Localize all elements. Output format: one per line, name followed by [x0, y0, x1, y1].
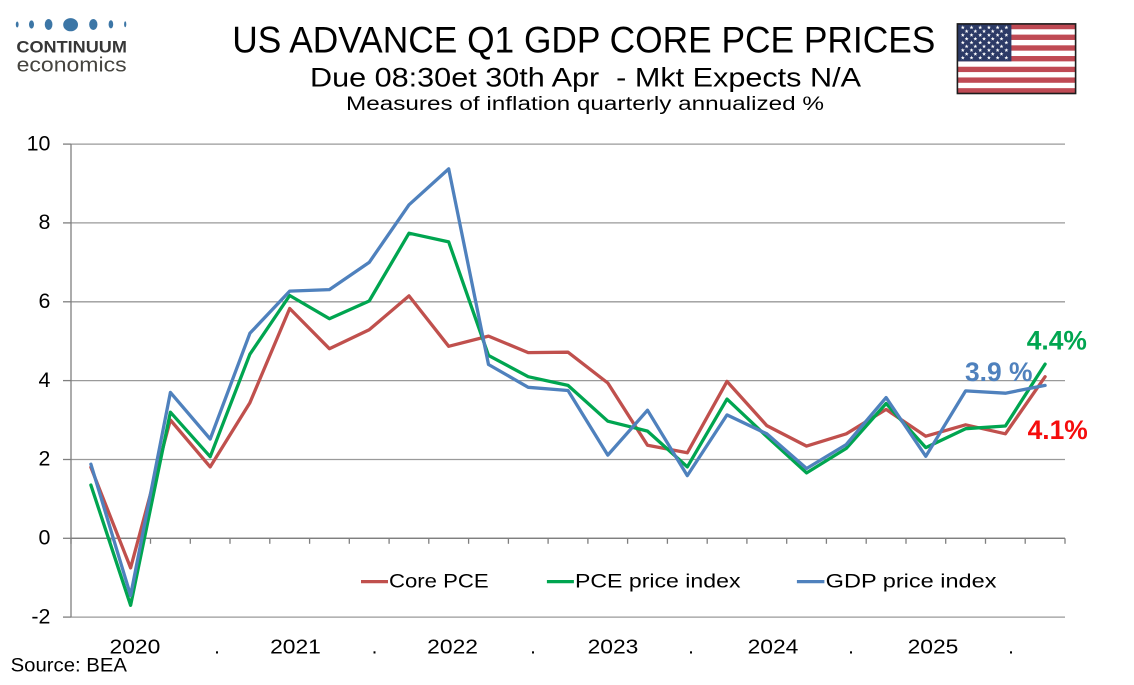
svg-text:8: 8 — [38, 210, 50, 234]
svg-text:2023: 2023 — [588, 635, 639, 658]
svg-text:4.4%: 4.4% — [1027, 326, 1087, 356]
svg-text:US ADVANCE Q1 GDP CORE PCE PRI: US ADVANCE Q1 GDP CORE PCE PRICES — [232, 20, 935, 61]
svg-text:economics: economics — [17, 54, 127, 77]
svg-text:3.9 %: 3.9 % — [965, 357, 1032, 387]
svg-text:2024: 2024 — [748, 635, 799, 658]
svg-text:2020: 2020 — [110, 635, 161, 658]
svg-text:PCE price index: PCE price index — [575, 570, 741, 592]
svg-text:.: . — [848, 635, 854, 658]
svg-text:.: . — [688, 635, 694, 658]
svg-text:10: 10 — [27, 131, 51, 155]
svg-text:GDP price index: GDP price index — [826, 570, 997, 592]
svg-text:6: 6 — [38, 289, 50, 313]
svg-text:4.1%: 4.1% — [1028, 415, 1088, 445]
svg-text:CONTINUUM: CONTINUUM — [16, 37, 126, 56]
svg-text:Core PCE: Core PCE — [389, 570, 489, 592]
svg-text:0: 0 — [38, 526, 50, 550]
svg-text:2021: 2021 — [270, 635, 321, 658]
svg-text:.: . — [530, 635, 536, 658]
svg-text:Source: BEA: Source: BEA — [11, 654, 127, 676]
svg-text:Due 08:30et 30th Apr - Mkt Ex: Due 08:30et 30th Apr - Mkt Expects N/A — [310, 63, 861, 93]
svg-text:-2: -2 — [31, 604, 50, 628]
svg-text:2022: 2022 — [427, 635, 478, 658]
svg-text:4: 4 — [38, 368, 50, 392]
svg-text:.: . — [1008, 635, 1014, 658]
svg-text:.: . — [214, 635, 220, 658]
svg-text:Measures of inflation quarterl: Measures of inflation quarterly annualiz… — [346, 94, 824, 115]
svg-text:2: 2 — [38, 447, 50, 471]
svg-text:.: . — [372, 635, 378, 658]
svg-text:2025: 2025 — [908, 635, 959, 658]
